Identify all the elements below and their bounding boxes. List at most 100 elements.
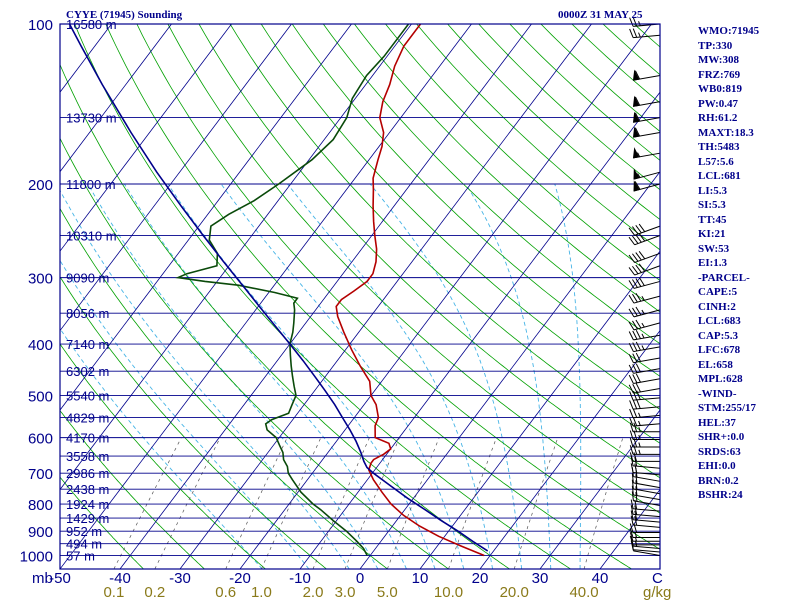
dry-adiabat: [60, 343, 266, 569]
wind-barb: [628, 330, 661, 341]
wind-barbs: [628, 17, 661, 557]
mixing-ratio-label: 40.0: [569, 584, 598, 600]
temperature-tick-label: 0: [356, 570, 364, 587]
wind-barb-flag: [634, 70, 641, 80]
wind-barb: [628, 292, 661, 304]
wind-barb-flag: [628, 308, 635, 318]
wind-barb-flag: [629, 391, 634, 401]
pressure-tick-label: 800: [28, 497, 53, 514]
dry-adiabat: [571, 24, 660, 104]
wind-barb-flag: [629, 417, 634, 427]
wind-barb-flag: [635, 474, 638, 484]
wind-barb: [628, 223, 661, 236]
wind-barb-shaft: [634, 225, 661, 236]
stat-line: EL:658: [698, 358, 733, 371]
wind-barb: [633, 180, 661, 192]
wind-barb-flag: [631, 491, 634, 501]
isotherm: [60, 24, 232, 252]
wind-barb: [630, 540, 661, 553]
stat-line: FRZ:769: [698, 68, 741, 81]
moist-adiabat: [554, 183, 582, 569]
stat-line: TP:330: [698, 39, 733, 52]
wind-barb-flag: [635, 352, 641, 362]
wind-barb-flag: [635, 234, 642, 243]
wind-barb-flag: [632, 28, 638, 38]
parcel-path: [68, 24, 489, 552]
wind-barb: [633, 168, 661, 180]
wind-barb-flag: [638, 233, 646, 242]
temperature-tick-label: -30: [169, 570, 191, 587]
wind-barb-flag: [638, 223, 646, 232]
wind-barb-flag: [629, 528, 634, 538]
pressure-unit-label: mb: [32, 570, 53, 587]
dry-adiabat: [74, 24, 571, 569]
wind-barb-shaft: [633, 423, 661, 427]
temperature-tick-label: 10: [412, 570, 429, 587]
stat-line: L57:5.6: [698, 155, 734, 168]
wind-barb-flag: [631, 473, 634, 483]
wind-barb-halfflag: [641, 309, 645, 315]
height-label: 10310 m: [66, 229, 117, 244]
wind-barb: [632, 95, 661, 107]
pressure-tick-label: 400: [28, 337, 53, 354]
wind-barb-shaft: [633, 309, 661, 318]
mixing-ratio-label: 0.1: [103, 584, 124, 600]
mixing-ratio-label: 0.6: [215, 584, 236, 600]
isotherm: [239, 24, 652, 569]
wind-barb: [632, 147, 661, 159]
wind-barb-flag: [629, 535, 634, 546]
wind-barb-shaft: [633, 334, 661, 341]
stat-line: LFC:678: [698, 344, 741, 356]
wind-barb-halfflag: [641, 333, 645, 339]
mixing-ratio-line: [261, 437, 322, 569]
height-label: 3558 m: [66, 449, 109, 464]
stat-line: TH:5483: [698, 141, 740, 153]
wind-barb: [631, 473, 661, 489]
wind-barb-shaft: [633, 280, 661, 289]
wind-barb-flag: [635, 341, 641, 351]
wind-barb-shaft: [633, 519, 661, 523]
wind-barb-flag: [629, 452, 634, 462]
wind-barb-flag: [635, 330, 641, 339]
wind-barb: [629, 422, 660, 433]
wind-barb: [628, 277, 661, 289]
height-label: 1924 m: [66, 497, 109, 512]
mixing-ratio-label: 1.0: [251, 584, 272, 600]
wind-barb-flag: [635, 292, 642, 302]
temperature-tick-label: -40: [109, 570, 131, 587]
station-title: CYYE (71945) Sounding: [66, 9, 183, 21]
height-label: 13730 m: [66, 111, 117, 126]
wind-barb-halfflag: [641, 296, 645, 301]
wind-barb-shaft: [633, 346, 661, 353]
wind-barb-flag: [629, 437, 634, 448]
wind-barb-flag: [631, 226, 639, 235]
stat-line: MAXT:18.3: [698, 126, 754, 139]
isotherm: [419, 250, 660, 569]
height-label: 4829 m: [66, 411, 109, 426]
wind-barb: [630, 463, 661, 476]
plot-frame: [59, 23, 661, 570]
wind-barb-flag: [628, 236, 636, 246]
wind-barb-flag: [628, 354, 634, 363]
wind-barb: [632, 111, 661, 123]
stat-line: MPL:628: [698, 373, 743, 385]
wind-barb-flag: [629, 17, 634, 27]
wind-barb-flag: [628, 267, 636, 276]
wind-barb-flag: [635, 278, 642, 287]
wind-barb-shaft: [634, 265, 661, 276]
wind-barb: [629, 416, 661, 427]
wind-barb-flag: [635, 492, 638, 502]
isotherm: [60, 24, 292, 332]
wind-barb-shaft: [634, 235, 661, 246]
isotherm: [119, 24, 532, 569]
wind-barb-flag: [634, 112, 641, 122]
wind-barb-flag: [638, 250, 646, 260]
dry-adiabat: [60, 207, 388, 569]
wind-barb-shaft: [633, 357, 661, 364]
wind-barb: [628, 250, 661, 263]
mixing-ratio-line: [344, 437, 400, 569]
wind-barb: [629, 452, 660, 462]
wind-barb-flag: [628, 384, 634, 394]
stat-line: TT:45: [698, 213, 727, 226]
